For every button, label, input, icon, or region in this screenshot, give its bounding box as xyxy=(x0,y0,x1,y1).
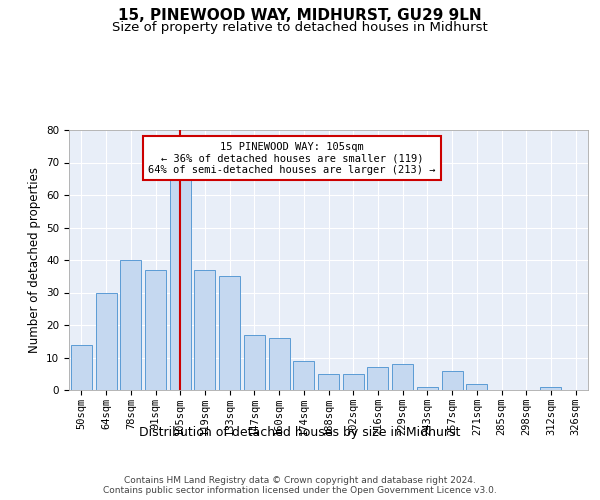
Bar xyxy=(318,374,339,390)
Text: 15 PINEWOOD WAY: 105sqm
← 36% of detached houses are smaller (119)
64% of semi-d: 15 PINEWOOD WAY: 105sqm ← 36% of detache… xyxy=(148,142,436,175)
Bar xyxy=(120,260,141,390)
Y-axis label: Number of detached properties: Number of detached properties xyxy=(28,167,41,353)
Bar xyxy=(541,387,562,390)
Bar xyxy=(417,387,438,390)
Text: Size of property relative to detached houses in Midhurst: Size of property relative to detached ho… xyxy=(112,22,488,35)
Bar xyxy=(442,370,463,390)
Bar xyxy=(170,179,191,390)
Text: Contains HM Land Registry data © Crown copyright and database right 2024.
Contai: Contains HM Land Registry data © Crown c… xyxy=(103,476,497,495)
Bar xyxy=(343,374,364,390)
Text: Distribution of detached houses by size in Midhurst: Distribution of detached houses by size … xyxy=(139,426,461,439)
Bar xyxy=(244,335,265,390)
Bar xyxy=(269,338,290,390)
Text: 15, PINEWOOD WAY, MIDHURST, GU29 9LN: 15, PINEWOOD WAY, MIDHURST, GU29 9LN xyxy=(118,8,482,22)
Bar xyxy=(466,384,487,390)
Bar xyxy=(219,276,240,390)
Bar xyxy=(71,344,92,390)
Bar xyxy=(95,292,116,390)
Bar xyxy=(392,364,413,390)
Bar xyxy=(145,270,166,390)
Bar xyxy=(367,367,388,390)
Bar xyxy=(293,361,314,390)
Bar xyxy=(194,270,215,390)
